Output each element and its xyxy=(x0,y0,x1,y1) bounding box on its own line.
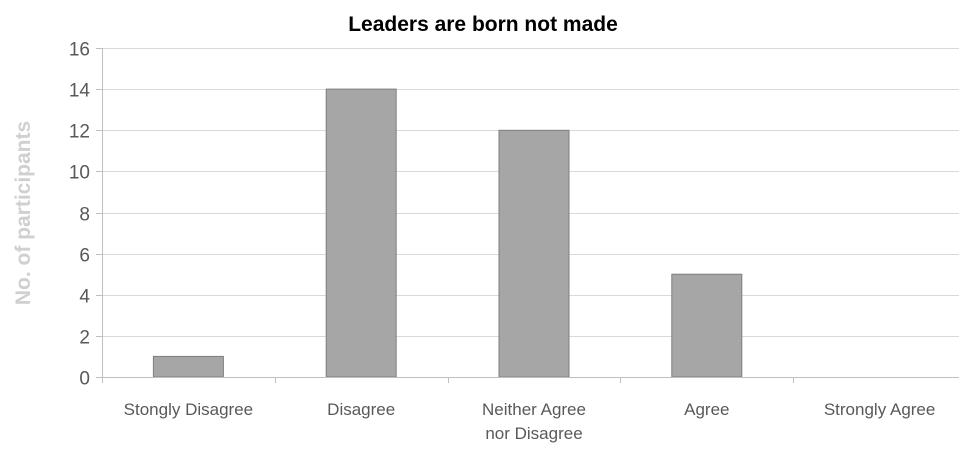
y-tick-labels: 0 2 4 6 8 10 12 14 16 xyxy=(69,40,91,390)
x-tick-label: Neither Agree nor Disagree xyxy=(482,400,586,443)
bar xyxy=(152,355,224,378)
y-tick-label: 14 xyxy=(69,81,91,102)
y-tick-label: 10 xyxy=(69,163,90,184)
x-tick-label: Strongly Agree xyxy=(824,400,936,419)
y-tick-label: 6 xyxy=(79,246,90,267)
bar xyxy=(325,88,397,378)
y-tick-label: 4 xyxy=(79,287,90,308)
y-tick-label: 12 xyxy=(69,122,90,143)
y-tick-label: 0 xyxy=(79,369,90,390)
x-tick-label: Agree xyxy=(684,400,729,419)
bar xyxy=(671,273,743,378)
y-tick-label: 16 xyxy=(69,40,90,61)
axes xyxy=(102,48,959,383)
y-tick-label: 8 xyxy=(79,205,90,226)
bars xyxy=(152,88,743,378)
y-axis-label: No. of participants xyxy=(12,121,35,305)
bar xyxy=(498,129,570,378)
y-tick-label: 2 xyxy=(79,328,90,349)
x-tick-label: Stongly Disagree xyxy=(124,400,253,419)
x-tick-labels: Stongly Disagree Disagree Neither Agree nor… xyxy=(124,400,936,443)
chart-title: Leaders are born not made xyxy=(348,13,618,36)
x-tick-label: Disagree xyxy=(327,400,395,419)
